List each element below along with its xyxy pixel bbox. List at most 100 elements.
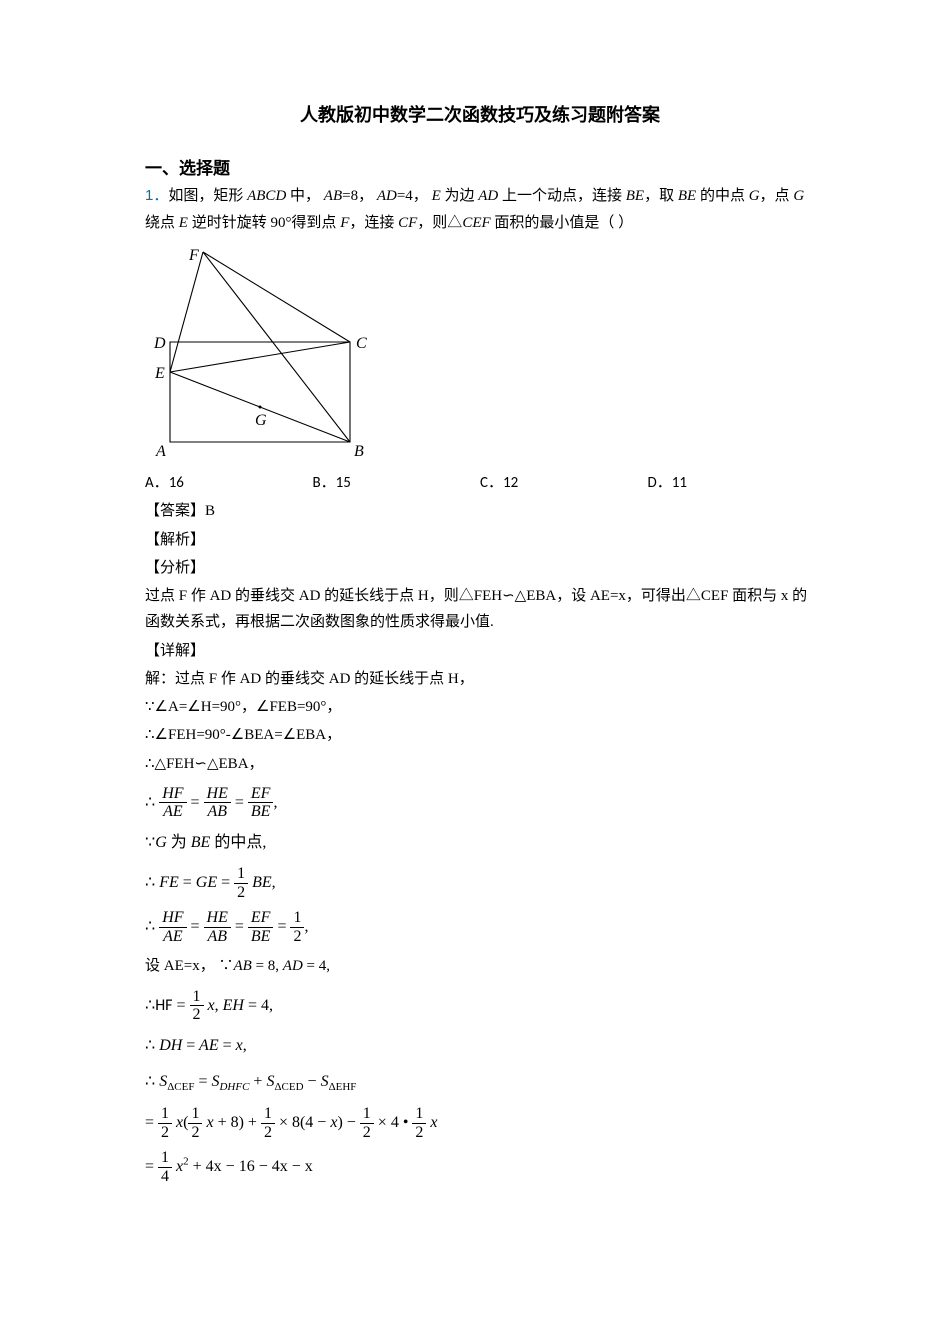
choice-d-val: 11 (672, 474, 687, 492)
eq-fe-ge: ∴ FE = GE = 12 BE, (145, 865, 815, 901)
den-2b: 2 (290, 928, 304, 946)
choice-b: B．15 (313, 470, 481, 496)
q1-e2: E (179, 215, 188, 231)
sol-line-3: ∴∠FEH=90°-∠BEA=∠EBA， (145, 722, 815, 748)
q1-ad2: AD (478, 188, 498, 204)
x-4: x (206, 1114, 213, 1131)
den-ab: AB (204, 803, 231, 821)
d4i: 4 (158, 1168, 172, 1186)
sub-ced: ΔCED (274, 1081, 303, 1093)
d2e: 2 (188, 1124, 202, 1142)
eq-s-decompose: ∴ SΔCEF = SDHFC + SΔCED − SΔEHF (145, 1068, 815, 1097)
eq-7: = (277, 918, 286, 935)
num-he2: HE (204, 909, 231, 928)
therefore-4: ∴ (145, 996, 155, 1013)
fe: FE (159, 874, 179, 891)
therefore-3: ∴ (145, 918, 155, 935)
svg-text:G: G (255, 412, 267, 429)
choice-d-label: D． (648, 474, 672, 492)
x-1: x (208, 996, 215, 1013)
answer-line: 【答案】B (145, 498, 815, 524)
question-number: 1． (145, 187, 168, 204)
eq-2: = (235, 794, 244, 811)
svg-text:F: F (188, 247, 199, 264)
den-2: 2 (234, 884, 248, 902)
den-ae: AE (159, 803, 186, 821)
mid3: × 4 • (374, 1114, 413, 1131)
den-2c: 2 (190, 1006, 204, 1024)
comma-4: , (243, 1037, 247, 1054)
eq-expand-2: = 14 x2 + 4x − 16 − 4x − x (145, 1149, 815, 1185)
svg-text:C: C (356, 335, 367, 352)
n1e: 1 (188, 1105, 202, 1124)
eq-expand-1: = 12 x(12 x + 8) + 12 × 8(4 − x) − 12 × … (145, 1105, 815, 1141)
d2f: 2 (261, 1124, 275, 1142)
q1-text-c: 为边 (444, 188, 474, 204)
q1-g: G (749, 188, 760, 204)
d2h: 2 (412, 1124, 426, 1142)
svg-text:D: D (153, 335, 166, 352)
q1-be: BE (626, 188, 644, 204)
eq-5: = (191, 918, 200, 935)
sol-line-8: 设 AE=x， ∵AB = 8, AD = 4, (145, 953, 815, 979)
x-6: x (430, 1114, 437, 1131)
q1-g2: G (793, 188, 804, 204)
q1-text-d: 上一个动点，连接 (502, 188, 622, 204)
svg-text:B: B (354, 443, 364, 457)
sol-line-1: 解：过点 F 作 AD 的垂线交 AD 的延长线于点 H， (145, 666, 815, 692)
d2d: 2 (158, 1124, 172, 1142)
n1i: 1 (158, 1149, 172, 1168)
choice-c-val: 12 (503, 474, 518, 492)
choice-a: A．16 (145, 470, 313, 496)
n1g: 1 (360, 1105, 374, 1124)
eq-13: = (145, 1158, 154, 1175)
comma-2: , (272, 874, 276, 891)
choice-c-label: C． (480, 474, 503, 492)
eq-ratio-1: ∴ HFAE = HEAB = EFBE, (145, 785, 815, 821)
q1-text-k: ，则△ (417, 215, 462, 231)
q1-ad: AD (377, 188, 397, 204)
eq-8: = (177, 996, 186, 1013)
expr2: + 4x − 16 − 4x − x (189, 1158, 313, 1175)
therefore-2: ∴ (145, 874, 155, 891)
q1-f: F (340, 215, 349, 231)
answer-choices: A．16 B．15 C．12 D．11 (145, 470, 815, 496)
s4: S (321, 1073, 329, 1090)
q1-be2: BE (678, 188, 696, 204)
question-1: 1．如图，矩形 ABCD 中， AB=8， AD=4， E 为边 AD 上一个动… (145, 183, 815, 236)
svg-text:E: E (154, 365, 165, 382)
dh: DH (159, 1037, 182, 1054)
svg-text:A: A (155, 443, 166, 457)
num-1b: 1 (290, 909, 304, 928)
sub-dhfc: DHFC (219, 1081, 249, 1093)
wei: 为 (171, 834, 187, 851)
because-2: ∵ (218, 958, 233, 974)
eq-11: = (198, 1073, 207, 1090)
q1-abcd: ABCD (247, 188, 286, 204)
doc-title: 人教版初中数学二次函数技巧及练习题附答案 (145, 100, 815, 132)
ad-it: AD (283, 958, 303, 974)
g-it: G (155, 834, 167, 851)
num-hf2: HF (159, 909, 186, 928)
therefore-5: ∴ (145, 1037, 155, 1054)
eq-dh: ∴ DH = AE = x, (145, 1032, 815, 1060)
q1-eq4: =4， (397, 188, 428, 204)
den-ae2: AE (159, 928, 186, 946)
q1-text-l: 面积的最小值是（ ） (494, 215, 633, 231)
q1-text-h: 绕点 (145, 215, 175, 231)
num-hf: HF (159, 785, 186, 804)
choice-a-label: A． (145, 474, 169, 492)
num-ef2: EF (248, 909, 274, 928)
analysis-text: 过点 F 作 AD 的垂线交 AD 的延长线于点 H，则△FEH∽△EBA，设 … (145, 583, 815, 636)
sub-cef: ΔCEF (167, 1081, 194, 1093)
sol-line-6: ∵G 为 BE 的中点, (145, 829, 815, 857)
n1f: 1 (261, 1105, 275, 1124)
mid2: ) − (337, 1114, 359, 1131)
num-ef: EF (248, 785, 274, 804)
be-it: BE (191, 834, 211, 851)
ab-it: AB (233, 958, 251, 974)
eq-10: = (223, 1037, 232, 1054)
comma-3: , (304, 918, 308, 935)
eq-1: = (191, 794, 200, 811)
sol-line-4: ∴△FEH∽△EBA， (145, 751, 815, 777)
